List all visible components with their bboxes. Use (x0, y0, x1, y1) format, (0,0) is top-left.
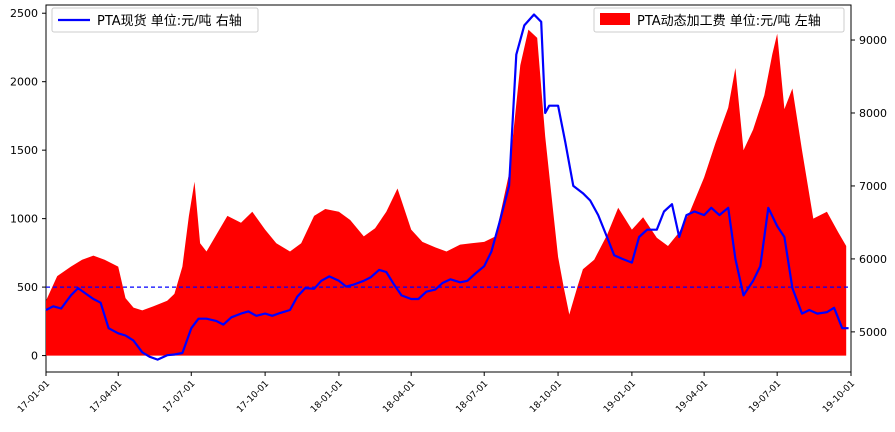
legend-area-label: PTA动态加工费 单位:元/吨 左轴 (637, 14, 821, 29)
x-tick-label: 18-04-01 (381, 379, 417, 415)
y-left-tick-label: 500 (17, 281, 38, 294)
x-tick-label: 17-07-01 (161, 379, 197, 415)
y-left-tick-label: 1000 (10, 213, 38, 226)
y-left-tick-label: 1500 (10, 144, 38, 157)
plot-area (45, 4, 852, 373)
x-tick-label: 17-04-01 (88, 379, 124, 415)
x-tick-label: 17-10-01 (235, 379, 271, 415)
x-tick-label: 19-10-01 (821, 379, 857, 415)
x-tick-label: 19-04-01 (674, 379, 710, 415)
x-tick-label: 19-01-01 (602, 379, 638, 415)
legend-right-box (593, 7, 845, 33)
x-tick-label: 18-07-01 (454, 379, 490, 415)
y-left-tick-label: 2500 (10, 7, 38, 20)
y-axis-left: 0 500 1000 1500 2000 2500 (10, 7, 46, 363)
y-right-tick-label: 5000 (859, 326, 887, 339)
legend-area-swatch (600, 13, 630, 25)
legend-left-box (51, 7, 259, 33)
y-right-tick-label: 6000 (859, 253, 887, 266)
area-series (46, 29, 847, 356)
y-right-tick-label: 7000 (859, 180, 887, 193)
x-tick-label: 19-07-01 (747, 379, 783, 415)
y-left-tick-label: 0 (31, 350, 38, 363)
plot-frame (45, 4, 852, 373)
area-series-fill (46, 29, 847, 356)
x-tick-label: 17-01-01 (16, 379, 52, 415)
y-axis-right: 5000 6000 7000 8000 9000 (851, 34, 887, 339)
legend-right: PTA动态加工费 单位:元/吨 左轴 (593, 7, 845, 33)
y-right-tick-label: 8000 (859, 107, 887, 120)
line-series (45, 13, 849, 361)
legend-left: PTA现货 单位:元/吨 右轴 (51, 7, 259, 33)
line-series-path (45, 13, 849, 361)
x-axis: 17-01-01 17-04-01 17-07-01 17-10-01 18-01-01… (16, 372, 857, 415)
x-tick-label: 18-10-01 (528, 379, 564, 415)
y-left-tick-label: 2000 (10, 76, 38, 89)
legend-line-label: PTA现货 单位:元/吨 右轴 (97, 13, 242, 29)
x-tick-label: 18-01-01 (309, 379, 345, 415)
y-right-tick-label: 9000 (859, 34, 887, 47)
